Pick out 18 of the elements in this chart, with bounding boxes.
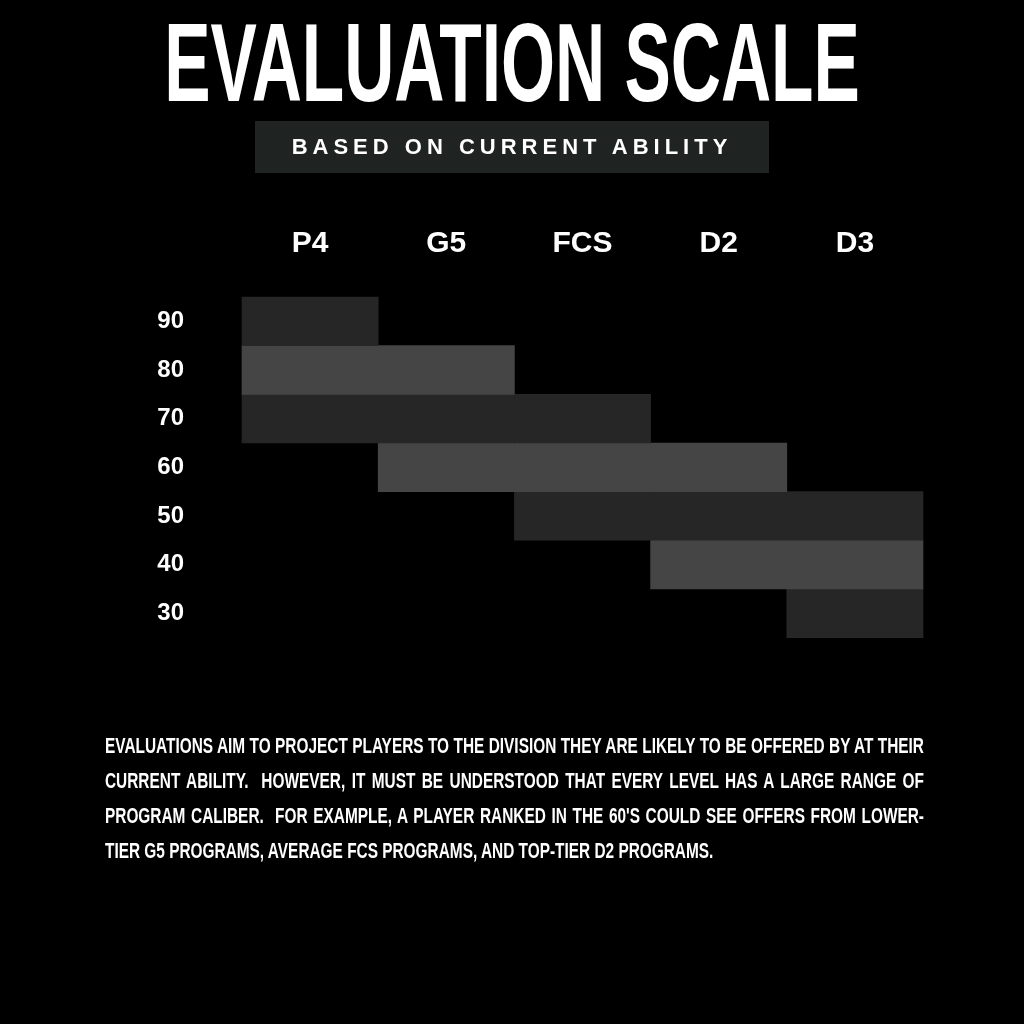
y-tick-label: 70 [157,403,184,431]
y-tick-label: 90 [157,305,184,333]
y-tick-label: 40 [157,549,184,577]
x-tick-label: P4 [291,225,329,259]
y-tick-label: 80 [157,354,184,382]
chart-subtitle: BASED ON CURRENT ABILITY [291,134,733,160]
bar [241,296,379,346]
y-tick-label: 50 [157,500,184,528]
x-tick-label: G5 [426,225,467,259]
subtitle-box: BASED ON CURRENT ABILITY [255,121,769,173]
text: EVALUATIONS AIM TO PROJECT PLAYERS TO THE DIVISION THEY ARE LIKELY TO BE OFFERED BY AT THEIR CURRENT ABILITY. HOWEVER, IT MUST BE UNDERSTOOD THAT EVERY LEVEL HAS A LARGE RANGE OF PROGRAM CALIBER. FOR EXAMPLE, A PLAYER RANKED IN THE 60'S COULD SEE OFFERS FROM LOWER-TIER G5 PROGRAMS, AVERAGE FCS PROGRAMS, AND TOP-TIER D2 PROGRAMS. [105,732,924,865]
x-tick-label: D2 [699,225,738,259]
y-tick-label: 30 [157,597,184,625]
chart-title: EVALUATION SCALE [164,6,860,124]
y-tick-label: 60 [157,451,184,479]
x-tick-label: FCS [552,225,613,259]
x-tick-label: D3 [835,225,875,259]
bar [786,588,924,638]
